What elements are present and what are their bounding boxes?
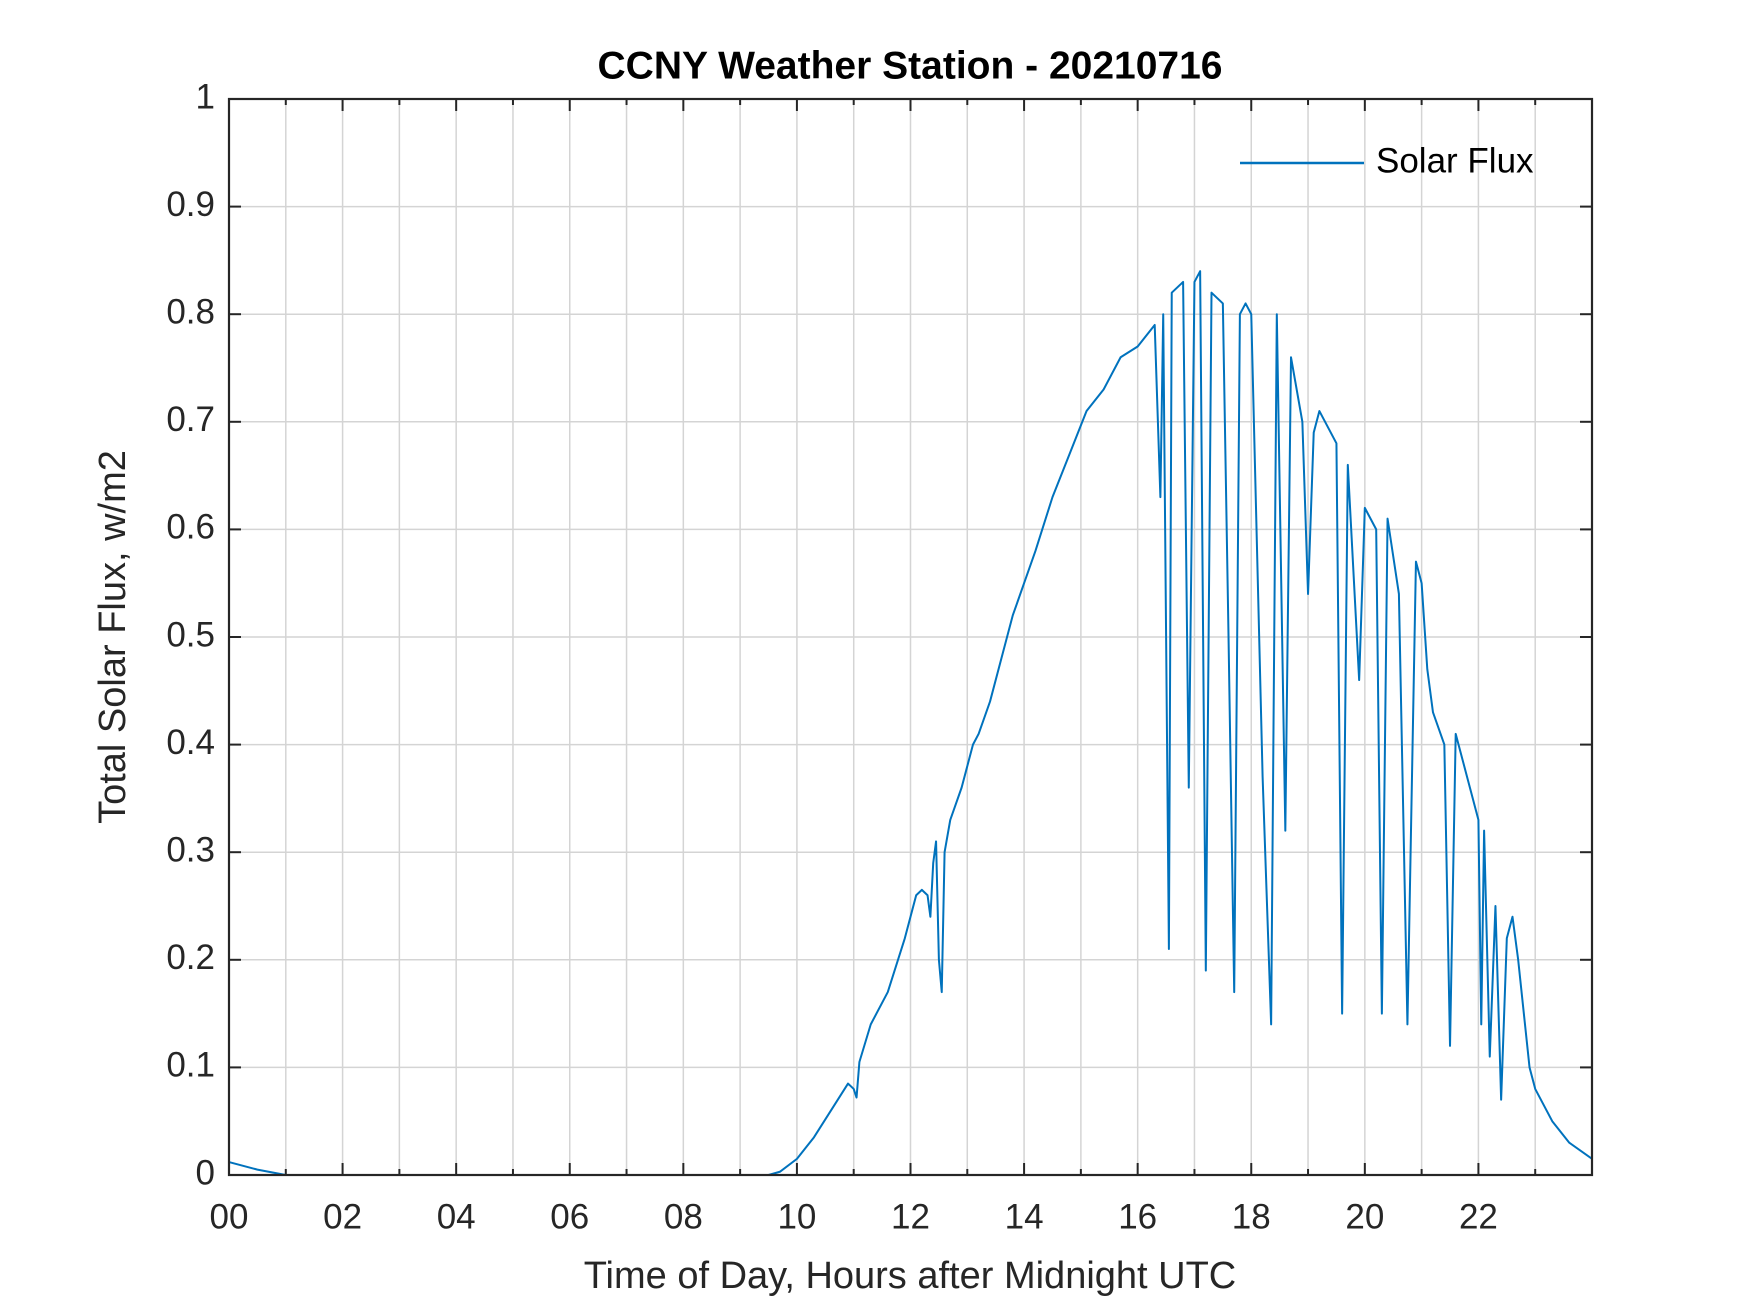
y-tick-label: 0.1: [166, 1046, 215, 1085]
y-tick-label: 0.7: [166, 400, 215, 439]
x-tick-label: 10: [777, 1197, 816, 1236]
x-tick-label: 00: [210, 1197, 249, 1236]
y-tick-label: 0.4: [166, 723, 215, 762]
y-axis-label: Total Solar Flux, w/m2: [92, 450, 134, 824]
plot-frame: [227, 97, 1594, 1177]
y-tick-label: 0.5: [166, 615, 215, 654]
x-tick-label: 08: [664, 1197, 703, 1236]
x-tick-label: 12: [891, 1197, 930, 1236]
x-tick-label: 06: [550, 1197, 589, 1236]
chart-title: CCNY Weather Station - 20210716: [598, 44, 1223, 87]
x-tick-label: 22: [1459, 1197, 1498, 1236]
legend-label: Solar Flux: [1376, 141, 1534, 180]
x-axis-label: Time of Day, Hours after Midnight UTC: [584, 1255, 1237, 1297]
x-tick-label: 18: [1232, 1197, 1271, 1236]
x-tick-label: 16: [1118, 1197, 1157, 1236]
x-tick-label: 04: [437, 1197, 476, 1236]
y-tick-label: 0.9: [166, 185, 215, 224]
y-tick-label: 0.3: [166, 830, 215, 869]
y-tick-label: 0.2: [166, 938, 215, 977]
data-line: [228, 270, 1593, 1176]
x-tick-label: 14: [1005, 1197, 1044, 1236]
y-tick-label: 0: [196, 1153, 215, 1192]
y-tick-label: 1: [196, 77, 215, 116]
x-tick-label: 02: [323, 1197, 362, 1236]
y-tick-label: 0.6: [166, 508, 215, 547]
x-tick-label: 20: [1345, 1197, 1384, 1236]
y-tick-label: 0.8: [166, 292, 215, 331]
